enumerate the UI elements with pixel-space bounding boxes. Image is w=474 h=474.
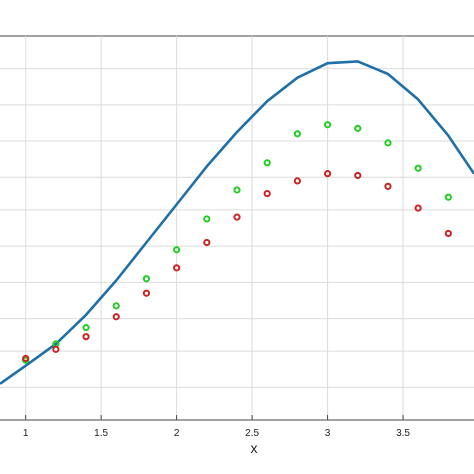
series-layer <box>0 60 474 385</box>
scatter-point <box>414 164 422 172</box>
scatter-point <box>354 171 362 180</box>
x-tick-label: 2.5 <box>245 428 259 439</box>
scatter-point <box>444 193 452 201</box>
scatter-point <box>142 275 151 283</box>
scatter-point <box>414 204 422 212</box>
scatter-point <box>293 177 301 185</box>
scatter-point <box>293 130 301 138</box>
scatter-point <box>384 139 392 147</box>
scatter-point <box>82 324 90 332</box>
scatter-point <box>233 213 241 221</box>
scatter-point <box>203 215 211 223</box>
scatter-point <box>354 124 362 132</box>
scatter-point <box>82 333 90 341</box>
scatter-point <box>233 186 241 194</box>
x-tick-label: 1.5 <box>94 428 108 439</box>
grid <box>0 36 474 420</box>
x-tick-labels: 1 1.5 2 2.5 3 3.5 <box>23 428 411 439</box>
scatter-point <box>173 246 181 254</box>
x-axis-label: x <box>251 440 258 456</box>
plot-area <box>0 35 474 421</box>
scatter-point <box>444 229 452 238</box>
x-tick-label: 3 <box>325 428 331 439</box>
scatter-point <box>203 238 211 247</box>
scatter-point <box>52 345 60 353</box>
scatter-point <box>142 289 151 297</box>
scatter-point <box>323 121 332 129</box>
scatter-point <box>263 159 271 167</box>
x-tick-label: 3.5 <box>396 428 410 439</box>
scatter-point <box>112 313 120 321</box>
fit-curve-line <box>0 60 474 385</box>
scatter-point <box>323 170 332 178</box>
x-tick-label: 2 <box>174 428 180 439</box>
scatter-point <box>384 182 392 190</box>
x-tick-label: 1 <box>23 428 29 439</box>
scatter-point <box>263 189 271 198</box>
scatter-point <box>22 354 30 363</box>
scatter-point <box>112 302 120 310</box>
scatter-point <box>173 264 181 272</box>
